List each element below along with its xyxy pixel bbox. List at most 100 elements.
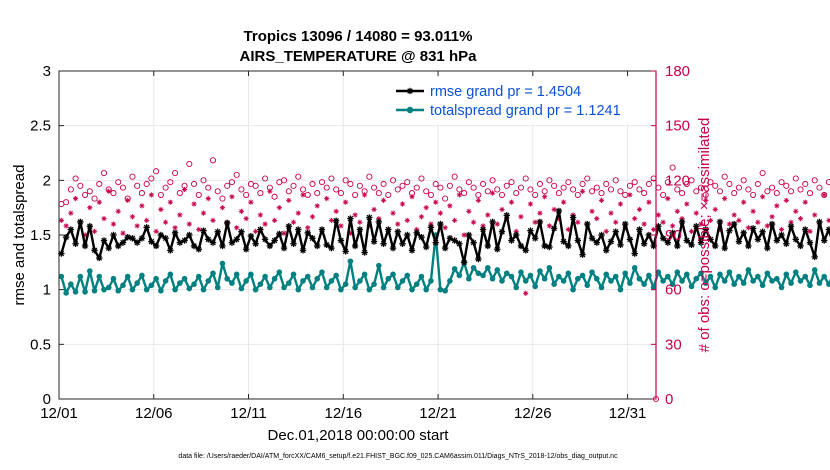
spread-point xyxy=(527,272,534,279)
asterisk-stroke xyxy=(253,229,258,234)
asterisk-stroke xyxy=(627,236,633,243)
spread-point xyxy=(366,286,373,293)
asterisk-stroke xyxy=(428,224,434,231)
asterisk-stroke xyxy=(281,231,287,236)
obs-assimilated-point xyxy=(371,206,377,213)
obs-assimilated-point xyxy=(200,210,207,216)
obs-assimilated-point xyxy=(655,212,661,218)
x-tick-label: 12/11 xyxy=(230,405,266,422)
obs-possible-point xyxy=(513,190,520,197)
rmse-point xyxy=(702,226,709,233)
spread-point xyxy=(82,289,88,295)
spread-point xyxy=(759,282,766,289)
asterisk-stroke xyxy=(229,194,235,199)
asterisk-stroke xyxy=(541,243,548,249)
spread-point xyxy=(276,269,283,275)
obs-possible-point xyxy=(157,191,164,198)
asterisk-stroke xyxy=(409,247,415,254)
obs-possible-point xyxy=(186,160,193,167)
obs-assimilated-point xyxy=(380,197,387,203)
rmse-point xyxy=(622,220,629,228)
spread-point xyxy=(295,286,302,293)
asterisk-stroke xyxy=(328,245,335,251)
obs-possible-point xyxy=(432,180,439,188)
obs-possible-point xyxy=(129,173,136,180)
asterisk-stroke xyxy=(371,238,377,245)
y-axis-right: 0 30 60 90 120 150 180 xyxy=(651,63,690,408)
spread-point xyxy=(347,258,354,265)
spread-point xyxy=(342,281,349,288)
obs-assimilated-point xyxy=(627,192,633,198)
spread-point xyxy=(124,273,131,280)
obs-assimilated-point xyxy=(248,199,254,205)
asterisk-stroke xyxy=(670,223,675,229)
asterisk-stroke xyxy=(533,220,538,225)
rmse-point xyxy=(115,242,122,250)
rmse-point xyxy=(513,231,520,239)
obs-possible-point xyxy=(228,179,235,186)
spread-point xyxy=(314,275,321,282)
spread-point xyxy=(546,265,553,271)
obs-assimilated-point xyxy=(537,210,543,216)
asterisk-stroke xyxy=(120,239,126,246)
asterisk-stroke xyxy=(637,207,642,212)
asterisk-stroke xyxy=(731,221,737,227)
rmse-point xyxy=(110,231,117,239)
asterisk-stroke xyxy=(811,254,818,260)
asterisk-stroke xyxy=(329,218,334,223)
rmse-point xyxy=(332,217,340,224)
spread-point xyxy=(96,273,103,280)
obs-possible-point xyxy=(716,188,724,195)
rmse-point xyxy=(626,236,634,243)
obs-assimilated-point xyxy=(646,199,652,205)
obs-assimilated-point xyxy=(575,219,581,225)
obs-assimilated-point xyxy=(106,188,112,194)
obs-possible-point xyxy=(86,188,93,195)
spread-point xyxy=(304,273,311,280)
asterisk-stroke xyxy=(642,221,647,227)
obs-assimilated-point xyxy=(243,216,249,222)
obs-assimilated-point xyxy=(660,219,666,225)
obs-possible-point xyxy=(257,190,264,197)
asterisk-stroke xyxy=(665,239,671,246)
obs-possible-point xyxy=(115,179,122,186)
asterisk-stroke xyxy=(272,218,277,223)
obs-possible-point xyxy=(593,184,600,191)
obs-possible-point xyxy=(262,175,269,182)
obs-possible-point xyxy=(679,190,686,197)
obs-possible-point xyxy=(356,182,363,189)
asterisk-stroke xyxy=(546,244,553,250)
y-left-tick-label: 0 xyxy=(43,391,51,408)
obs-assimilated-point xyxy=(712,206,718,213)
rmse-point xyxy=(659,235,667,242)
obs-possible-point xyxy=(451,173,458,180)
obs-possible-point xyxy=(423,188,430,195)
obs-possible-point xyxy=(683,180,690,188)
asterisk-stroke xyxy=(656,212,661,218)
spread-point xyxy=(153,275,159,282)
obs-assimilated-point xyxy=(774,203,780,209)
obs-possible-point xyxy=(214,188,221,195)
rmse-point xyxy=(460,259,468,266)
asterisk-stroke xyxy=(783,240,790,247)
obs-assimilated-point xyxy=(352,212,358,218)
obs-possible-point xyxy=(63,199,70,206)
rmse-point xyxy=(456,240,463,247)
obs-assimilated-point xyxy=(594,216,600,222)
asterisk-stroke xyxy=(470,239,477,246)
spread-point xyxy=(86,268,93,274)
rmse-point xyxy=(181,237,188,244)
spread-point xyxy=(518,269,524,275)
asterisk-stroke xyxy=(604,229,609,234)
asterisk-stroke xyxy=(163,220,168,225)
rmse-point xyxy=(280,244,288,252)
asterisk-stroke xyxy=(191,201,197,207)
spread-point xyxy=(750,278,756,284)
asterisk-stroke xyxy=(319,226,325,233)
obs-assimilated-point xyxy=(485,212,491,218)
asterisk-stroke xyxy=(669,230,676,236)
obs-assimilated-point xyxy=(707,217,714,224)
asterisk-stroke xyxy=(238,228,245,235)
spread-point xyxy=(91,287,98,294)
asterisk-stroke xyxy=(361,249,368,256)
